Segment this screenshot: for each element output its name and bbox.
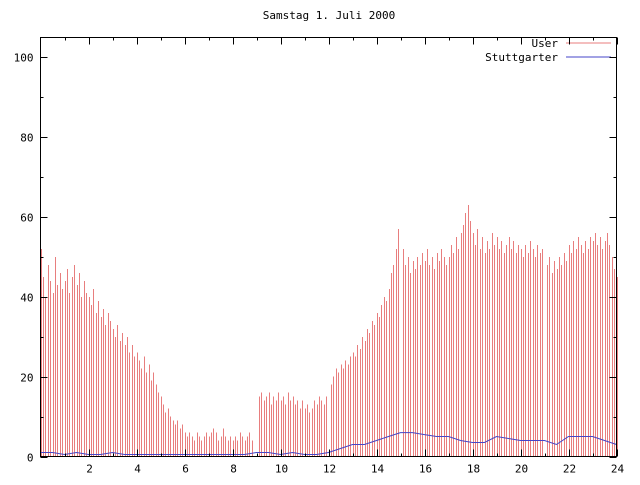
y-tick-label: 80 xyxy=(20,132,33,145)
y-tick-label: 0 xyxy=(27,452,34,465)
legend: User Stuttgarter xyxy=(485,37,611,64)
x-tick-label: 12 xyxy=(323,463,336,476)
x-tick-label: 8 xyxy=(230,463,237,476)
legend-user-label: User xyxy=(532,37,559,50)
x-tick-label: 2 xyxy=(86,463,93,476)
y-tick-label: 20 xyxy=(20,372,33,385)
y-tick-label: 60 xyxy=(20,212,33,225)
stuttgarter-line xyxy=(40,432,617,456)
x-tick-label: 18 xyxy=(467,463,480,476)
user-bars-series xyxy=(41,205,618,456)
x-tick-label: 24 xyxy=(611,463,625,476)
x-tick-label: 14 xyxy=(371,463,385,476)
plot-border xyxy=(40,37,617,457)
y-tick-label: 40 xyxy=(20,292,33,305)
x-tick-label: 22 xyxy=(563,463,576,476)
x-tick-label: 20 xyxy=(515,463,528,476)
x-tick-label: 4 xyxy=(134,463,141,476)
x-tick-label: 6 xyxy=(182,463,189,476)
chart-title: Samstag 1. Juli 2000 xyxy=(263,9,395,22)
ticks xyxy=(40,37,618,458)
y-tick-label: 100 xyxy=(14,52,34,65)
x-tick-label: 10 xyxy=(275,463,288,476)
x-tick-label: 16 xyxy=(419,463,432,476)
legend-stuttgarter-label: Stuttgarter xyxy=(485,51,558,64)
